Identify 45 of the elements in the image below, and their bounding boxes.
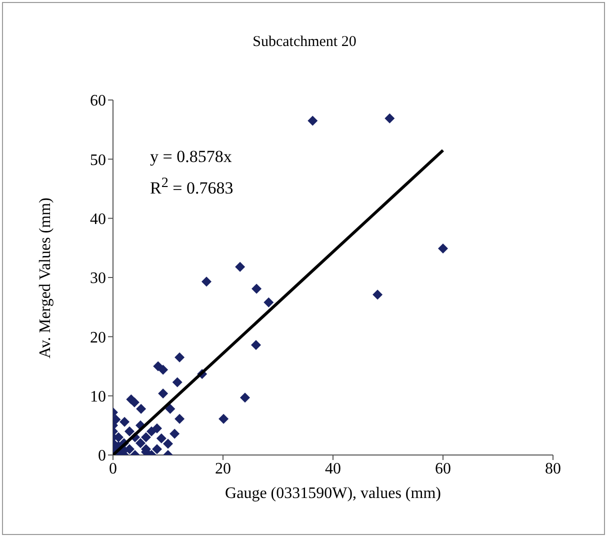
point <box>158 388 168 398</box>
x-tick-label: 80 <box>545 460 561 478</box>
y-tick-label: 30 <box>90 270 106 288</box>
point <box>124 426 134 436</box>
point <box>235 262 246 272</box>
x-tick-label: 20 <box>215 460 231 478</box>
y-tick-label: 0 <box>98 448 106 465</box>
point <box>264 297 274 308</box>
point <box>158 364 168 375</box>
annotation: R$^{2}$ = 0.7683 <box>150 175 234 199</box>
point <box>218 414 229 424</box>
y-tick-label: 20 <box>90 329 106 346</box>
point <box>141 432 151 442</box>
y-axis-title: Av. Merged Values (mm) <box>37 197 55 358</box>
y-tick-label: 60 <box>90 92 106 110</box>
chart-title: Subcatchment 20 <box>252 34 358 51</box>
point <box>372 290 383 300</box>
y-tick-label: 10 <box>90 388 106 406</box>
point <box>156 433 166 444</box>
point <box>136 404 146 414</box>
point <box>308 116 318 126</box>
point <box>163 438 173 449</box>
point <box>129 397 140 408</box>
x-tick-label: 40 <box>325 460 341 478</box>
point <box>251 340 261 350</box>
x-tick-label: 0 <box>109 460 117 478</box>
x-tick-label: 60 <box>435 460 451 478</box>
point <box>152 444 162 454</box>
point <box>136 438 146 448</box>
point <box>170 428 180 439</box>
point <box>174 414 185 424</box>
point <box>252 284 262 294</box>
point <box>152 423 162 434</box>
point <box>240 392 250 403</box>
point <box>165 404 176 414</box>
point <box>120 416 130 427</box>
point <box>174 352 185 362</box>
x-axis-title: Gauge (0331590W), values (mm) <box>224 485 442 503</box>
y-tick-label: 40 <box>90 211 106 228</box>
y-tick-label: 50 <box>90 152 106 169</box>
point <box>172 377 182 388</box>
point <box>202 276 212 287</box>
point <box>438 244 448 254</box>
point <box>384 113 395 124</box>
annotation: y = 0.8578x <box>150 147 232 167</box>
